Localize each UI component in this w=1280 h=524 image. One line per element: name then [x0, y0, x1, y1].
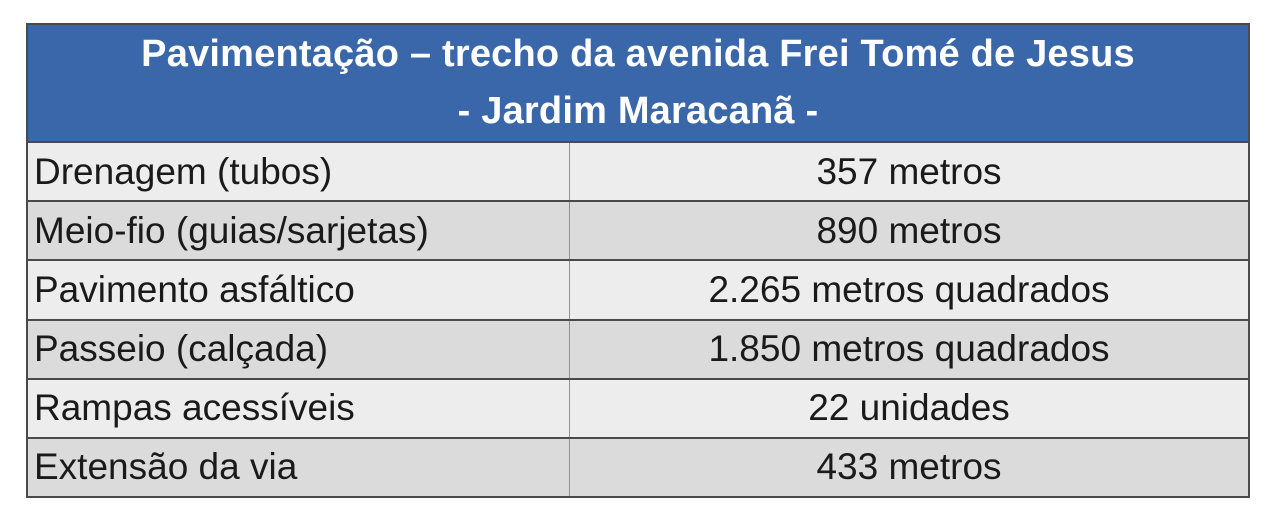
table-title-line-1: Pavimentação – trecho da avenida Frei To… — [141, 33, 1135, 75]
table-title-line-2: - Jardim Maracanã - — [457, 90, 819, 132]
row-label-cell: Pavimento asfáltico — [28, 261, 570, 319]
row-label-cell: Meio-fio (guias/sarjetas) — [28, 202, 570, 260]
row-value-cell: 22 unidades — [570, 380, 1248, 437]
paving-info-table: Pavimentação – trecho da avenida Frei To… — [26, 23, 1250, 498]
row-label-cell: Drenagem (tubos) — [28, 143, 570, 201]
row-value: 1.850 metros quadrados — [708, 328, 1110, 370]
table-row: Rampas acessíveis 22 unidades — [28, 379, 1248, 439]
table-body: Drenagem (tubos) 357 metros Meio-fio (gu… — [28, 143, 1248, 497]
row-label: Meio-fio (guias/sarjetas) — [34, 209, 429, 251]
table-row: Passeio (calçada) 1.850 metros quadrados — [28, 320, 1248, 380]
table-header: Pavimentação – trecho da avenida Frei To… — [28, 25, 1248, 143]
row-value-cell: 890 metros — [570, 202, 1248, 259]
table-row: Extensão da via 433 metros — [28, 438, 1248, 497]
row-label: Pavimento asfáltico — [34, 268, 355, 310]
row-label: Passeio (calçada) — [34, 328, 329, 370]
table-row: Meio-fio (guias/sarjetas) 890 metros — [28, 202, 1248, 262]
row-value: 357 metros — [816, 150, 1002, 192]
row-value: 22 unidades — [808, 387, 1010, 429]
row-value-cell: 433 metros — [570, 439, 1248, 496]
row-label: Extensão da via — [34, 446, 298, 488]
row-value: 2.265 metros quadrados — [708, 268, 1110, 310]
row-value-cell: 357 metros — [570, 143, 1248, 200]
row-value: 890 metros — [816, 209, 1002, 251]
table-row: Pavimento asfáltico 2.265 metros quadrad… — [28, 261, 1248, 321]
row-label: Rampas acessíveis — [34, 387, 355, 429]
table-row: Drenagem (tubos) 357 metros — [28, 143, 1248, 203]
row-label-cell: Extensão da via — [28, 438, 570, 497]
row-value-cell: 1.850 metros quadrados — [570, 321, 1248, 378]
row-label-cell: Rampas acessíveis — [28, 379, 570, 437]
row-label: Drenagem (tubos) — [34, 150, 333, 192]
row-value-cell: 2.265 metros quadrados — [570, 261, 1248, 318]
row-label-cell: Passeio (calçada) — [28, 320, 570, 378]
row-value: 433 metros — [816, 446, 1002, 488]
